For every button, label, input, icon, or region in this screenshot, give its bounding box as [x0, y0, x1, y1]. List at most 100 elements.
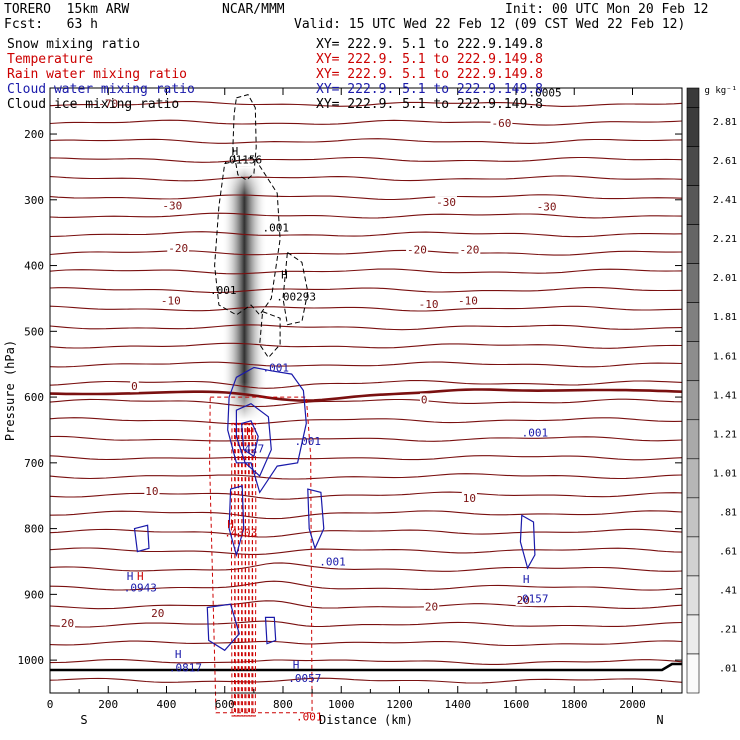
field-legend-xy: XY= 222.9. 5.1 to 222.9.149.8 — [316, 67, 543, 82]
rain-water-contour — [244, 422, 250, 717]
colorbar-cell — [686, 458, 700, 499]
max-annotation: .0057 — [288, 672, 321, 685]
max-annotation: H — [137, 570, 144, 583]
max-annotation: H — [227, 518, 234, 531]
x-axis-label: Distance (km) — [319, 713, 413, 727]
isotherm-line — [49, 677, 683, 684]
isotherm-label-bg — [435, 196, 457, 209]
isotherm-label-bg — [457, 294, 479, 307]
snow-plume-fade — [221, 166, 267, 421]
valid-time: Valid: 15 UTC Wed 22 Feb 12 (09 CST Wed … — [294, 17, 686, 32]
center-label: NCAR/MMM — [222, 2, 285, 17]
colorbar-cell — [686, 380, 700, 421]
isotherm-line — [49, 473, 683, 480]
y-tick-label: 300 — [24, 194, 44, 207]
isotherm-line — [49, 175, 683, 182]
colorbar-label: .01 — [719, 664, 737, 675]
isotherm-label: 20 — [517, 594, 530, 607]
colorbar-label: .21 — [719, 625, 737, 636]
isotherm-label: -70 — [98, 97, 118, 110]
isotherm-line — [49, 547, 683, 555]
rain-water-contour — [230, 422, 236, 717]
isotherm-label: 0 — [421, 393, 428, 406]
colorbar-cell — [686, 87, 700, 108]
isotherm-label: 20 — [151, 607, 164, 620]
field-legend-xy: XY= 222.9. 5.1 to 222.9.149.8 — [316, 52, 543, 67]
field-legend-name: Cloud water mixing ratio — [7, 82, 195, 97]
field-legend-name: Rain water mixing ratio — [7, 67, 187, 82]
isotherm-label: -20 — [459, 243, 479, 256]
rain-water-contour — [209, 396, 313, 714]
colorbar-unit: g kg⁻¹ — [704, 86, 737, 96]
colorbar-cell — [686, 419, 700, 460]
field-legend-xy: XY= 222.9. 5.1 to 222.9.149.8 — [316, 37, 543, 52]
colorbar-label: 1.81 — [713, 312, 737, 323]
rain-water-contour — [234, 422, 239, 717]
isotherm-line — [49, 435, 683, 442]
max-annotation: .0157 — [515, 592, 548, 605]
isotherm-line — [49, 379, 683, 389]
max-annotation: .0943 — [124, 582, 157, 595]
cloud-ice-contour — [282, 251, 309, 326]
isotherm-line — [49, 562, 683, 572]
isotherm-label-bg — [461, 492, 477, 505]
isotherm-line — [49, 361, 683, 368]
isotherm-label: -30 — [162, 199, 182, 212]
colorbar-cell — [686, 302, 700, 343]
x-end-label-south: S — [80, 713, 87, 727]
cloud-water-contour — [227, 366, 307, 494]
isotherm-label-bg — [130, 380, 139, 393]
cloud-water-contour — [235, 403, 272, 478]
isotherm-line — [49, 138, 683, 144]
x-tick-label: 200 — [98, 698, 118, 711]
model-title: TORERO 15km ARW — [4, 2, 130, 17]
rain-water-contour — [237, 422, 243, 717]
max-annotation: H — [523, 573, 530, 586]
colorbar-label: 2.21 — [713, 234, 737, 245]
isotherm-line — [49, 305, 683, 312]
isotherm-line — [49, 620, 683, 628]
isotherm-label-bg — [59, 616, 76, 629]
colorbar-cell — [686, 614, 700, 655]
colorbar-label: 2.01 — [713, 273, 737, 284]
max-annotation: H — [127, 570, 134, 583]
isotherm-line — [49, 342, 683, 349]
isotherm-line — [49, 640, 683, 647]
isotherm-line — [49, 119, 683, 126]
isotherm-label-bg — [419, 393, 429, 406]
isotherm-line — [49, 510, 683, 520]
max-annotation: .00293 — [276, 290, 316, 303]
max-annotation: .001 — [319, 555, 346, 568]
isotherm-line — [49, 212, 683, 219]
isotherm-line — [49, 231, 683, 238]
isotherm-label-bg — [417, 298, 440, 311]
colorbar-label: .81 — [719, 507, 737, 518]
max-annotation: .001 — [210, 284, 237, 297]
isotherm-line — [49, 268, 683, 275]
field-legend-name: Snow mixing ratio — [7, 37, 140, 52]
isotherm-line — [49, 600, 683, 610]
colorbar-label: 2.41 — [713, 195, 737, 206]
colorbar-cell — [686, 653, 700, 694]
max-annotation: .01156 — [222, 154, 262, 167]
isotherm-label: 20 — [425, 601, 438, 614]
isotherm-label-bg — [490, 117, 513, 130]
forecast-hour: Fcst: 63 h — [4, 17, 98, 32]
max-annotation: H — [281, 269, 288, 282]
isotherm-label: 10 — [463, 492, 476, 505]
x-tick-label: 800 — [273, 698, 293, 711]
colorbar-cell — [686, 263, 700, 303]
isotherm-line — [49, 324, 683, 331]
max-annotation: .0817 — [169, 661, 202, 674]
isotherm-line — [49, 455, 683, 461]
isotherm-label: -10 — [419, 298, 439, 311]
isotherm-line — [49, 528, 683, 538]
plot-frame — [49, 87, 683, 694]
max-annotation: .001 — [522, 427, 549, 440]
max-annotation: .001 — [295, 435, 322, 448]
isotherm-label-bg — [167, 242, 190, 255]
cloud-ice-contour — [259, 310, 281, 359]
y-tick-label: 400 — [24, 260, 44, 273]
colorbar-label: .41 — [719, 585, 737, 596]
x-tick-label: 1200 — [386, 698, 413, 711]
